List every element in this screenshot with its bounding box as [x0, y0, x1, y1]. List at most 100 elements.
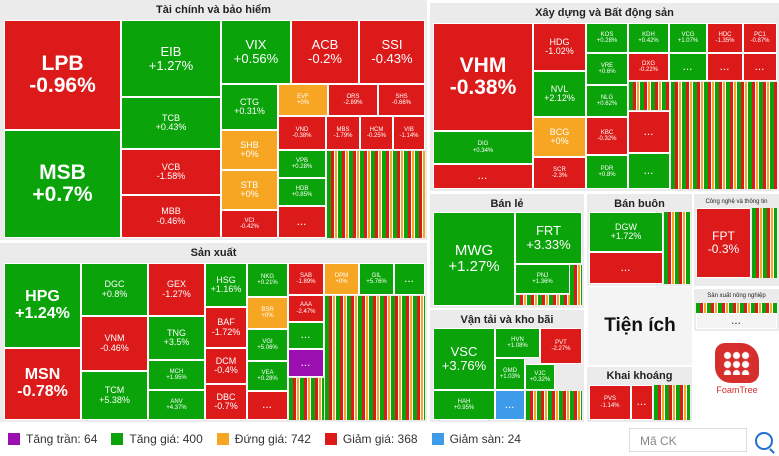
tile-pdr[interactable]: PDR +0.8%	[586, 155, 628, 189]
tile-pvs[interactable]: PVS -1.14%	[589, 385, 631, 420]
tile-tng[interactable]: TNG +3.5%	[148, 316, 205, 360]
tile-kdh[interactable]: KDH +0.42%	[628, 23, 669, 53]
tile-more-construction-2[interactable]: ...	[669, 53, 707, 81]
tile-vix[interactable]: VIX +0.56%	[221, 20, 291, 84]
tile-vea[interactable]: VEA +0.28%	[247, 361, 288, 391]
tile-ssi[interactable]: SSI -0.43%	[359, 20, 425, 84]
tile-dpm[interactable]: DPM +0%	[324, 263, 359, 295]
tile-dgw[interactable]: DGW +1.72%	[589, 212, 663, 252]
tile-hah[interactable]: HAH +0.95%	[433, 390, 495, 420]
tile-vcb[interactable]: VCB -1.58%	[121, 149, 221, 195]
tile-nvl[interactable]: NVL +2.12%	[533, 71, 586, 117]
tile-vib[interactable]: VIB -1.14%	[393, 116, 425, 150]
ticker: HVN	[511, 336, 524, 343]
tile-more-finance[interactable]: ...	[278, 206, 326, 238]
ticker: SHS	[395, 93, 408, 100]
tile-msn[interactable]: MSN -0.78%	[4, 348, 81, 420]
search-input[interactable]: Mã CK	[629, 428, 747, 452]
tile-more-wholesale[interactable]: ...	[589, 252, 663, 284]
more-label: ...	[404, 274, 415, 284]
tile-more-transport-floor[interactable]: ...	[495, 390, 525, 420]
tile-nkg[interactable]: NKG +0.21%	[247, 263, 288, 297]
change: -2.3%	[551, 173, 568, 179]
tile-anv[interactable]: ANV +4.37%	[148, 390, 205, 420]
tile-dbc[interactable]: DBC -0.7%	[205, 384, 247, 420]
tile-hsg[interactable]: HSG +1.16%	[205, 263, 247, 307]
tile-tcb[interactable]: TCB +0.43%	[121, 97, 221, 149]
tile-ors[interactable]: ORS -2.89%	[328, 84, 378, 116]
tile-frt[interactable]: FRT +3.33%	[515, 212, 582, 264]
tile-more-construction-6[interactable]: ...	[628, 153, 670, 189]
tile-baf[interactable]: BAF -1.72%	[205, 307, 247, 348]
tile-more-production-3[interactable]: ...	[288, 322, 324, 349]
tile-vci[interactable]: VCI -0.42%	[221, 210, 278, 238]
tile-mch[interactable]: MCH +1.95%	[148, 360, 205, 390]
group-construction: Xây dựng và Bất động sản VHM -0.38% DIG +0…	[430, 3, 779, 191]
tile-mbb[interactable]: MBB -0.46%	[121, 195, 221, 238]
tile-bsr[interactable]: BSR +0%	[247, 297, 288, 329]
tile-evf[interactable]: EVF +0%	[278, 84, 328, 116]
tile-sab[interactable]: SAB -1.89%	[288, 263, 324, 295]
tile-vre[interactable]: VRE +0.6%	[586, 53, 628, 85]
tile-shs[interactable]: SHS -0.66%	[378, 84, 425, 116]
tile-hpg[interactable]: HPG +1.24%	[4, 263, 81, 348]
tile-scr[interactable]: SCR -2.3%	[533, 157, 586, 189]
tile-kbc[interactable]: KBC -0.32%	[586, 117, 628, 155]
tile-ctg[interactable]: CTG +0.31%	[221, 84, 278, 130]
tile-more-production-ceiling[interactable]: ...	[288, 349, 324, 377]
tile-more-production-2[interactable]: ...	[394, 263, 425, 295]
tile-vsc[interactable]: VSC +3.76%	[433, 328, 495, 390]
tile-aaa[interactable]: AAA -2.47%	[288, 295, 324, 322]
tile-fpt[interactable]: FPT -0.3%	[696, 208, 751, 278]
tile-dig[interactable]: DIG +0.34%	[433, 131, 533, 164]
change: -0.42%	[239, 224, 259, 230]
search-icon[interactable]	[755, 432, 773, 450]
group-utilities[interactable]: Tiện ích	[588, 287, 692, 365]
tile-pvt[interactable]: PVT -2.27%	[540, 328, 582, 364]
tile-gex[interactable]: GEX -1.27%	[148, 263, 205, 316]
tile-hvn[interactable]: HVN +1.08%	[495, 328, 540, 358]
change: -1.72%	[211, 326, 241, 337]
tile-hdg[interactable]: HDG -1.02%	[533, 23, 586, 71]
ticker: TCB	[162, 112, 180, 123]
tile-lpb[interactable]: LPB -0.96%	[4, 20, 121, 130]
tile-mwg[interactable]: MWG +1.27%	[433, 212, 515, 306]
ticker: DCM	[215, 355, 237, 366]
tile-more-construction-4[interactable]: ...	[743, 53, 777, 81]
tile-more-construction-3[interactable]: ...	[707, 53, 743, 81]
ticker: PDR	[600, 165, 614, 172]
tile-more-production-1[interactable]: ...	[247, 391, 288, 420]
tile-bcg[interactable]: BCG +0%	[533, 117, 586, 157]
tile-gil[interactable]: GIL +5.76%	[359, 263, 394, 295]
tile-pnj[interactable]: PNJ +1.36%	[515, 264, 570, 294]
tile-vnm[interactable]: VNM -0.46%	[81, 316, 148, 371]
tile-acb[interactable]: ACB -0.2%	[291, 20, 359, 84]
tile-dgc[interactable]: DGC +0.8%	[81, 263, 148, 316]
tile-nlg[interactable]: NLG +0.62%	[586, 85, 628, 117]
tile-vjc[interactable]: VJC +0.32%	[525, 364, 555, 390]
tile-vpb[interactable]: VPB +0.28%	[278, 150, 326, 178]
tile-eib[interactable]: EIB +1.27%	[121, 20, 221, 97]
tile-hdb[interactable]: HDB +0.85%	[278, 178, 326, 206]
tile-tcm[interactable]: TCM +5.38%	[81, 371, 148, 420]
tile-kos[interactable]: KOS +0.28%	[586, 23, 628, 53]
tile-more-construction-1[interactable]: ...	[433, 164, 533, 189]
tile-gmd[interactable]: GMD +1.03%	[495, 358, 525, 390]
tile-stb[interactable]: STB +0%	[221, 170, 278, 210]
tile-mbs[interactable]: MBS -1.79%	[326, 116, 360, 150]
tile-vhm[interactable]: VHM -0.38%	[433, 23, 533, 131]
tile-pc1[interactable]: PC1 -0.87%	[743, 23, 777, 53]
tile-msb[interactable]: MSB +0.7%	[4, 130, 121, 238]
tile-hcm[interactable]: HCM -0.25%	[360, 116, 393, 150]
tile-vcg[interactable]: VCG +1.07%	[669, 23, 707, 53]
ticker: FPT	[712, 229, 735, 244]
tile-dxg[interactable]: DXG -0.22%	[628, 53, 669, 81]
tile-shb[interactable]: SHB +0%	[221, 130, 278, 170]
tile-more-agriculture[interactable]: ...	[696, 313, 777, 329]
tile-more-mining[interactable]: ...	[631, 385, 653, 420]
tile-vgi[interactable]: VGI +5.06%	[247, 329, 288, 361]
tile-hdc[interactable]: HDC -1.35%	[707, 23, 743, 53]
tile-more-construction-5[interactable]: ...	[628, 111, 670, 153]
tile-vnd[interactable]: VND -0.38%	[278, 116, 326, 150]
tile-dcm[interactable]: DCM -0.4%	[205, 348, 247, 384]
